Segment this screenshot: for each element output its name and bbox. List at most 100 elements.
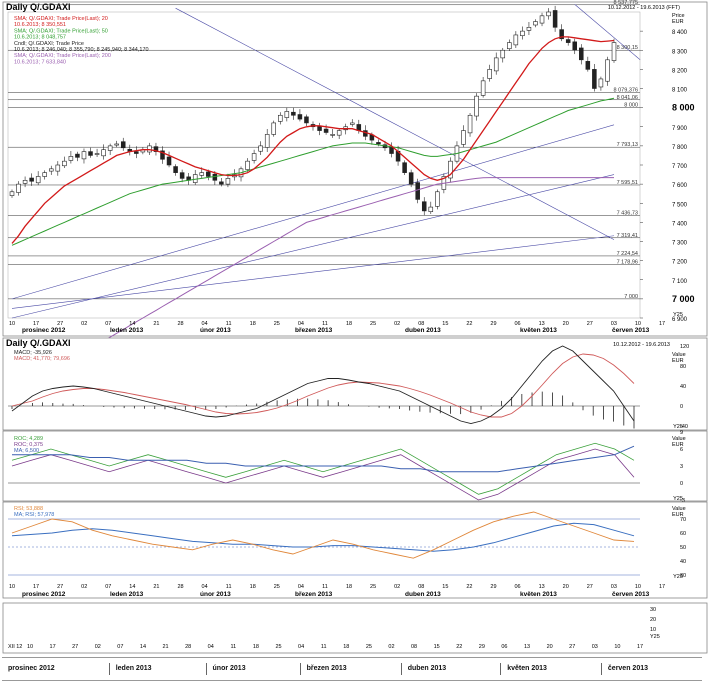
candle-body xyxy=(199,172,205,176)
candle-body xyxy=(153,146,159,152)
price-y-tick-label: 8 000 xyxy=(672,103,695,113)
roc-y-tick-label: 3 xyxy=(680,464,683,470)
candle-body xyxy=(94,153,100,155)
candle-body xyxy=(173,166,178,173)
sma50-line xyxy=(11,97,615,246)
price-pane[interactable]: Daily Q/.GDAXI 10.12.2012 - 19.6.2013 (FF… xyxy=(2,0,708,395)
rsi-x-day-label: 08 xyxy=(418,584,424,590)
price-x-day-label: 04 xyxy=(202,321,208,327)
price-trend-line xyxy=(11,174,615,319)
rsi-y-tick-label: 60 xyxy=(680,531,686,537)
nav-x-day-label: 04 xyxy=(298,644,304,650)
price-y-tick-label: 7 400 xyxy=(672,221,688,227)
price-x-day-label: 18 xyxy=(346,321,352,327)
macd-y-tick-label: 40 xyxy=(680,384,686,390)
nav-x-day-label: 27 xyxy=(569,644,575,650)
price-x-day-label: 11 xyxy=(226,321,232,327)
roc-corner-label: Y25 xyxy=(673,496,683,502)
month-strip-cell[interactable]: červen 2013 xyxy=(607,665,648,672)
candle-body xyxy=(376,142,381,145)
candle-body xyxy=(166,156,172,166)
month-strip: prosinec 2012 leden 2013 únor 2013 březen 2… xyxy=(2,657,702,681)
candle-body xyxy=(88,151,93,156)
candle-body xyxy=(22,180,28,184)
macd-legend-entry: MACD; 41,770; 79,696 xyxy=(14,356,70,362)
nav-x-day-label: 02 xyxy=(95,644,101,650)
candle-body xyxy=(42,172,47,177)
rsi-x-day-label: 27 xyxy=(587,584,593,590)
candle-body xyxy=(520,30,525,37)
candle-body xyxy=(559,29,564,40)
price-pane-border xyxy=(2,1,708,337)
candle-body xyxy=(225,178,231,185)
roc-y-tick-label: 9 xyxy=(680,430,683,436)
month-strip-cell[interactable]: leden 2013 xyxy=(110,663,207,675)
roc-legend-entry: MA; 6,500 xyxy=(14,448,39,454)
price-x-month-label: duben 2013 xyxy=(405,327,441,334)
macd-corner-label: Y25 xyxy=(673,424,683,430)
candle-body xyxy=(9,191,15,196)
price-axis-header: Price xyxy=(672,13,685,19)
rsi-x-day-label: 02 xyxy=(394,584,400,590)
price-x-day-label: 15 xyxy=(442,321,448,327)
candle-body xyxy=(565,39,571,43)
month-strip-cell[interactable]: květen 2013 xyxy=(501,663,602,675)
rsi-x-day-label: 02 xyxy=(81,584,87,590)
rsi-x-day-label: 06 xyxy=(514,584,520,590)
rsi-x-day-label: 18 xyxy=(346,584,352,590)
rsi-x-day-label: 14 xyxy=(129,584,135,590)
rsi-x-day-label: 04 xyxy=(202,584,208,590)
price-y-tick-label: 8 400 xyxy=(672,30,688,36)
rsi-x-day-label: 17 xyxy=(33,584,39,590)
price-x-month-label: leden 2013 xyxy=(110,327,144,334)
price-legend-entry: 10.6.2013; 8 048,757 xyxy=(14,35,66,41)
price-x-day-label: 11 xyxy=(322,321,328,327)
candle-body xyxy=(219,181,224,185)
candle-body xyxy=(101,149,106,157)
price-pane-title: Daily Q/.GDAXI xyxy=(6,2,71,12)
rsi-x-day-label: 10 xyxy=(9,584,15,590)
month-strip-cell[interactable]: únor 2013 xyxy=(207,663,301,675)
macd-legend-entry: MACD; -35,926 xyxy=(14,350,52,356)
candle-body xyxy=(408,172,414,185)
price-x-day-label: 03 xyxy=(611,321,617,327)
candle-body xyxy=(415,182,420,200)
candle-body xyxy=(251,153,257,161)
price-x-day-label: 28 xyxy=(177,321,183,327)
candle-body xyxy=(55,164,61,172)
macd-y-tick-label: 0 xyxy=(680,404,683,410)
candle-body xyxy=(579,47,584,61)
month-strip-cell[interactable]: duben 2013 xyxy=(402,663,502,675)
nav-x-day-label: 10 xyxy=(614,644,620,650)
price-legend-entry: SMA; Q/.GDAXI; Trade Price(Last); 50 xyxy=(14,28,108,34)
rsi-x-day-label: 03 xyxy=(611,584,617,590)
candle-body xyxy=(81,151,87,160)
price-legend-entry: 10.6.2013; 7 633,840 xyxy=(14,59,66,65)
price-x-day-label: 21 xyxy=(153,321,159,327)
month-strip-cell[interactable]: březen 2013 xyxy=(301,663,402,675)
price-x-day-label: 22 xyxy=(466,321,472,327)
candle-body xyxy=(605,59,610,82)
price-x-day-label: 25 xyxy=(274,321,280,327)
macd-pane[interactable]: Daily Q/.GDAXI 10.12.2012 - 19.6.2013Valu… xyxy=(2,337,708,431)
month-strip-cell[interactable]: prosinec 2012 xyxy=(2,663,110,675)
rsi-x-month-label: duben 2013 xyxy=(405,591,441,598)
nav-x-day-label: 22 xyxy=(456,644,462,650)
rsi-axis-header-unit: EUR xyxy=(672,512,684,518)
nav-x-day-label: 25 xyxy=(366,644,372,650)
candle-body xyxy=(147,145,152,153)
candle-body xyxy=(421,201,427,212)
nav-x-day-label: 06 xyxy=(501,644,507,650)
candle-body xyxy=(493,57,499,72)
price-y-tick-label: 7 700 xyxy=(672,164,688,170)
price-y-tick-label: 7 000 xyxy=(672,294,695,304)
price-x-day-label: 10 xyxy=(9,321,15,327)
candle-body xyxy=(192,174,198,183)
price-x-day-label: 13 xyxy=(539,321,545,327)
price-y-tick-label: 8 100 xyxy=(672,88,688,94)
candle-body xyxy=(62,160,67,167)
price-x-month-label: červen 2013 xyxy=(612,327,650,334)
